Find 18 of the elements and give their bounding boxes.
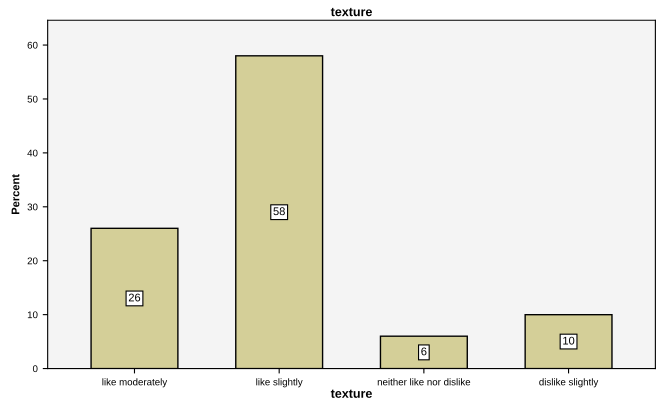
x-tick-label: like slightly [256, 378, 303, 388]
y-axis-title: Percent [12, 174, 20, 214]
y-tick-label: 30 [28, 204, 38, 210]
data-label: 26 [128, 294, 140, 302]
x-tick-label: like moderately [102, 378, 168, 388]
y-tick-label: 50 [28, 96, 38, 103]
y-tick-label: 20 [28, 257, 38, 264]
x-tick-label: neither like nor dislike [378, 378, 470, 386]
x-tick-label: dislike slightly [539, 378, 598, 388]
data-label: 58 [273, 207, 285, 216]
y-tick-label: 0 [32, 365, 38, 372]
y-tick-label: 60 [28, 42, 38, 49]
y-tick-label: 10 [28, 311, 38, 318]
y-tick-label: 40 [27, 150, 38, 157]
data-label: 10 [563, 336, 574, 345]
chart-title: texture [330, 8, 372, 16]
data-label: 6 [421, 347, 426, 356]
x-axis-title: texture [330, 390, 372, 398]
